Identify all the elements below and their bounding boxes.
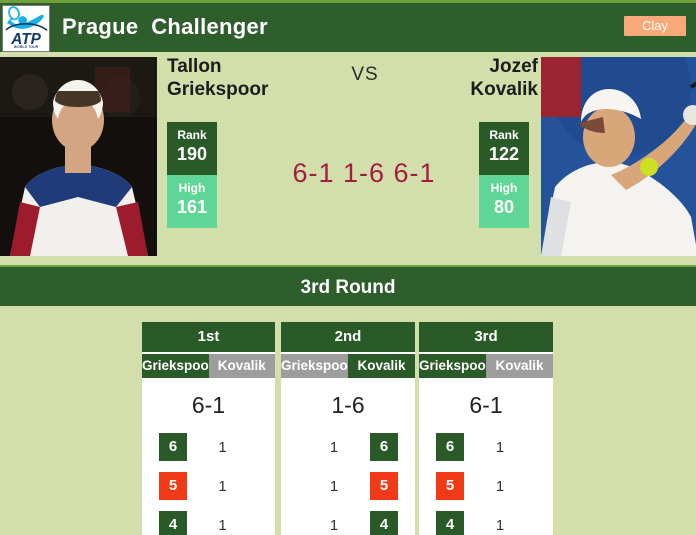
svg-text:WORLD TOUR: WORLD TOUR [14, 45, 39, 49]
